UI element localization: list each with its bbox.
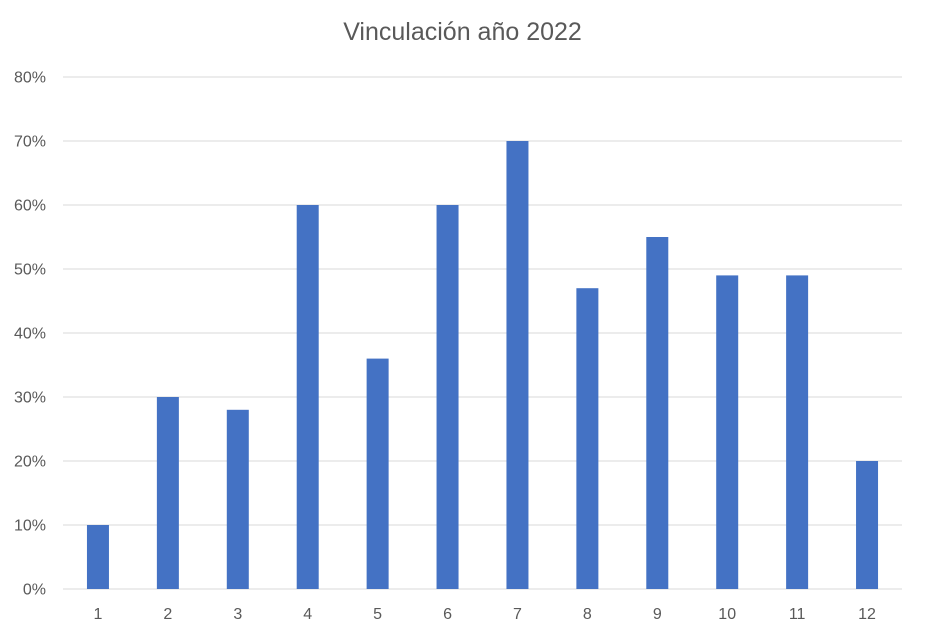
x-tick-label: 7 [513, 606, 522, 623]
bar-8 [576, 288, 599, 589]
y-tick-label: 20% [14, 454, 46, 471]
bar-7 [506, 141, 529, 589]
y-tick-label: 0% [23, 582, 46, 599]
y-tick-label: 40% [14, 326, 46, 343]
x-tick-label: 10 [718, 606, 736, 623]
y-tick-label: 70% [14, 134, 46, 151]
x-tick-label: 6 [443, 606, 452, 623]
bar-6 [436, 205, 459, 589]
x-tick-label: 1 [94, 606, 103, 623]
bar-9 [646, 237, 669, 589]
bar-1 [86, 525, 109, 589]
bar-5 [366, 358, 389, 589]
y-axis-tick-labels: 0% 10% 20% 30% 40% 50% 60% 70% 80% [14, 70, 46, 599]
x-tick-label: 9 [653, 606, 662, 623]
y-tick-label: 60% [14, 198, 46, 215]
x-axis-tick-labels: 1 2 3 4 5 6 7 8 9 10 11 12 [94, 606, 877, 623]
y-tick-label: 30% [14, 390, 46, 407]
y-tick-label: 50% [14, 262, 46, 279]
x-tick-label: 2 [163, 606, 172, 623]
x-tick-label: 8 [583, 606, 592, 623]
bar-3 [226, 409, 249, 589]
bar-4 [296, 205, 319, 589]
gridlines [63, 76, 902, 590]
bar-12 [856, 461, 879, 589]
bar-10 [716, 275, 739, 589]
x-tick-label: 12 [858, 606, 876, 623]
chart-title: Vinculación año 2022 [343, 18, 582, 46]
bars [86, 141, 879, 589]
bar-2 [156, 397, 179, 589]
y-tick-label: 10% [14, 518, 46, 535]
x-tick-label: 5 [373, 606, 382, 623]
x-tick-label: 11 [789, 606, 806, 623]
y-tick-label: 80% [14, 70, 46, 87]
x-tick-label: 3 [233, 606, 242, 623]
x-tick-label: 4 [303, 606, 312, 623]
bar-11 [786, 275, 809, 589]
